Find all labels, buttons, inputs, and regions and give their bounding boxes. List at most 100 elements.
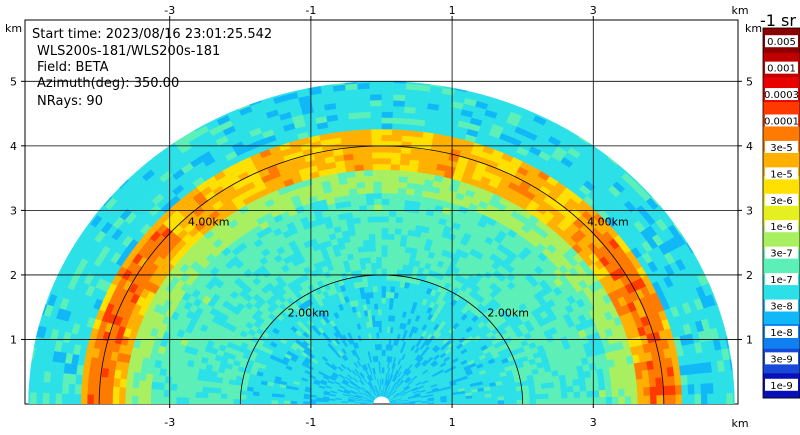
x-tick-label-bottom: 3 bbox=[590, 416, 597, 429]
field-cell bbox=[61, 383, 70, 395]
field-cell bbox=[378, 332, 382, 339]
field-cell bbox=[529, 393, 537, 400]
field-cell bbox=[624, 395, 632, 404]
field-cell bbox=[535, 398, 543, 404]
field-cell bbox=[668, 384, 676, 396]
field-cell bbox=[402, 211, 412, 219]
field-cell bbox=[610, 381, 619, 390]
field-cell bbox=[393, 233, 402, 241]
field-cell bbox=[611, 396, 619, 404]
field-cell bbox=[354, 170, 365, 178]
field-cell bbox=[719, 381, 727, 394]
field-cell bbox=[404, 199, 413, 207]
field-cell bbox=[554, 392, 562, 399]
field-cell bbox=[315, 401, 323, 404]
field-cell bbox=[372, 186, 382, 194]
field-cell bbox=[208, 387, 216, 394]
field-cell bbox=[705, 371, 714, 384]
field-cell bbox=[360, 134, 372, 142]
field-cell bbox=[541, 393, 549, 400]
field-cell bbox=[391, 117, 404, 125]
field-cell bbox=[55, 382, 63, 395]
field-cell bbox=[349, 193, 359, 202]
field-cell bbox=[188, 391, 196, 399]
field-cell bbox=[365, 198, 375, 206]
range-ring-label: 4.00km bbox=[587, 215, 629, 228]
field-cell bbox=[586, 396, 594, 404]
field-cell bbox=[680, 374, 689, 386]
field-cell bbox=[643, 395, 651, 404]
field-cell bbox=[42, 382, 51, 394]
field-cell bbox=[375, 256, 382, 263]
field-cell bbox=[623, 379, 632, 389]
field-cell bbox=[370, 262, 377, 270]
field-cell bbox=[334, 402, 342, 404]
field-cell bbox=[36, 392, 44, 404]
field-cell bbox=[394, 280, 401, 288]
field-cell bbox=[80, 394, 88, 404]
field-cell bbox=[347, 106, 360, 114]
field-cell bbox=[358, 99, 371, 107]
field-cell bbox=[362, 163, 373, 171]
field-cell bbox=[373, 198, 382, 205]
field-cell bbox=[188, 385, 197, 393]
field-cell bbox=[401, 129, 414, 137]
field-cell bbox=[381, 349, 384, 356]
field-cell bbox=[347, 112, 360, 120]
field-cell bbox=[353, 222, 362, 230]
field-cell bbox=[374, 227, 382, 234]
field-cell bbox=[381, 117, 393, 124]
field-cell bbox=[719, 392, 727, 404]
field-cell bbox=[362, 239, 370, 247]
field-cell bbox=[491, 400, 499, 404]
field-cell bbox=[132, 371, 141, 381]
field-cell bbox=[363, 245, 371, 253]
field-cell bbox=[674, 384, 683, 395]
field-cell bbox=[372, 175, 382, 182]
field-cell bbox=[131, 395, 139, 404]
field-cell bbox=[369, 93, 382, 101]
field-cell bbox=[144, 388, 152, 397]
field-cell bbox=[195, 385, 203, 393]
field-cell bbox=[478, 400, 486, 404]
field-cell bbox=[391, 134, 403, 142]
field-cell bbox=[553, 386, 562, 394]
field-cell bbox=[80, 384, 89, 395]
field-cell bbox=[209, 376, 217, 383]
field-cell bbox=[359, 123, 372, 130]
field-cell bbox=[693, 383, 702, 395]
field-cell bbox=[371, 279, 378, 287]
field-cell bbox=[401, 222, 410, 230]
field-cell bbox=[246, 390, 254, 397]
field-cell bbox=[388, 297, 394, 305]
field-cell bbox=[357, 199, 367, 206]
field-cell bbox=[403, 252, 411, 260]
field-cell bbox=[296, 398, 304, 402]
field-cell bbox=[189, 379, 198, 387]
field-cell bbox=[125, 387, 133, 397]
field-cell bbox=[226, 393, 234, 400]
field-cell bbox=[164, 375, 173, 385]
field-cell bbox=[548, 398, 556, 404]
field-cell bbox=[353, 164, 364, 172]
field-cell bbox=[360, 128, 372, 136]
field-cell bbox=[586, 390, 594, 398]
field-cell bbox=[345, 88, 359, 97]
field-cell bbox=[233, 399, 240, 404]
field-cell bbox=[381, 157, 392, 165]
field-cell bbox=[466, 400, 473, 404]
field-cell bbox=[348, 117, 361, 126]
field-cell bbox=[376, 279, 382, 287]
field-cell bbox=[374, 233, 382, 240]
field-cell bbox=[328, 402, 336, 404]
field-cell bbox=[157, 382, 165, 391]
field-cell bbox=[387, 245, 394, 252]
field-cell bbox=[403, 106, 416, 114]
field-cell bbox=[381, 192, 390, 200]
field-cell bbox=[74, 393, 82, 404]
field-cell bbox=[221, 378, 230, 385]
range-ring-label: 2.00km bbox=[487, 307, 529, 320]
field-cell bbox=[510, 395, 518, 401]
field-cell bbox=[403, 112, 416, 120]
field-cell bbox=[622, 371, 631, 381]
